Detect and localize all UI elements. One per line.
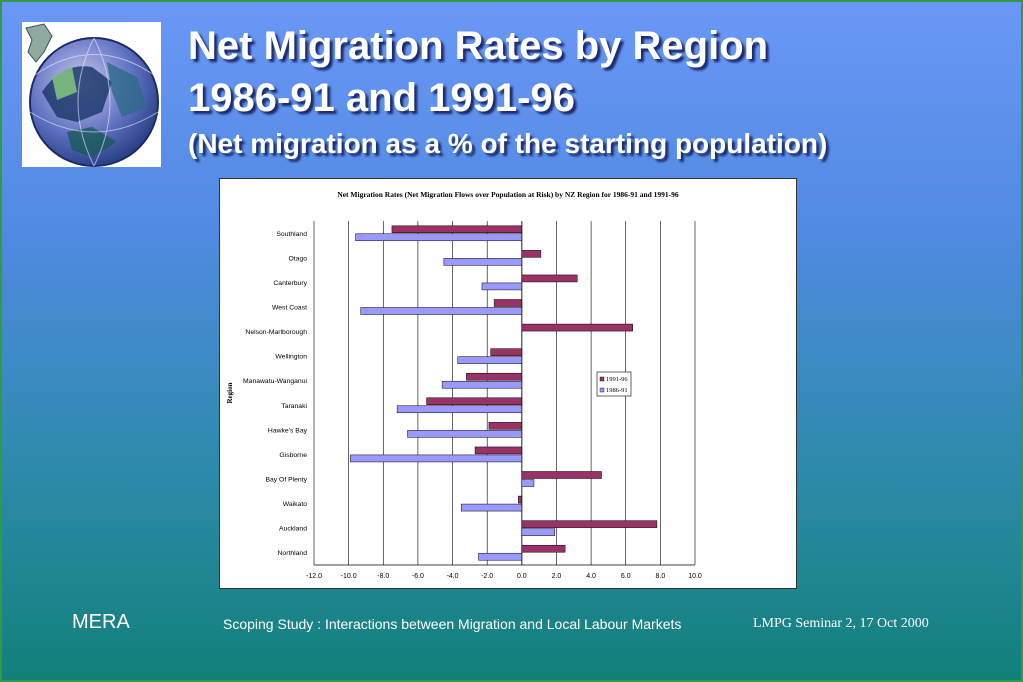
category-label: Southland <box>276 231 307 238</box>
bar-1986-91-taranaki <box>396 405 523 414</box>
bar-1986-91-west-coast <box>360 307 523 315</box>
category-label: Waikato <box>283 501 308 508</box>
category-label: Nelson-Marlborough <box>245 329 307 336</box>
bar-1991-96-canterbury <box>521 274 578 283</box>
bar-1991-96-bay-of-plenty <box>521 471 602 479</box>
chart-title: Net Migration Rates (Net Migration Flows… <box>337 190 679 199</box>
x-tick-label: -2.0 <box>481 573 493 580</box>
bar-chart: Net Migration Rates (Net Migration Flows… <box>226 190 702 580</box>
bar-1991-96-otago <box>521 250 542 258</box>
bar-1991-96-auckland <box>521 520 658 528</box>
footer-seminar-info: LMPG Seminar 2, 17 Oct 2000 <box>753 616 929 631</box>
bar-1991-96-southland <box>391 225 523 234</box>
category-label: West Coast <box>272 305 307 312</box>
category-label: Canterbury <box>273 280 307 287</box>
slide-title: Net Migration Rates by Region 1986-91 an… <box>188 20 827 164</box>
globe-logo <box>22 22 161 167</box>
bar-1986-91-northland <box>478 552 523 561</box>
category-label: Wellington <box>275 354 307 361</box>
footer-mera: MERA <box>72 611 130 633</box>
footer-study-title: Scoping Study : Interactions between Mig… <box>223 616 682 632</box>
chart-legend: 1991-96 1986-91 <box>596 371 632 397</box>
chart-panel: Net Migration Rates (Net Migration Flows… <box>219 178 797 589</box>
x-tick-label: 6.0 <box>621 573 631 580</box>
x-tick-label: -10.0 <box>341 573 357 580</box>
legend-box <box>596 371 632 397</box>
bar-1986-91-wellington <box>457 356 523 364</box>
bar-1986-91-bay-of-plenty <box>521 479 535 487</box>
bar-1986-91-auckland <box>521 528 555 536</box>
bar-1986-91-otago <box>443 258 523 266</box>
x-tick-label: -12.0 <box>306 573 322 580</box>
bar-1991-96-northland <box>521 544 566 553</box>
x-tick-label: 0.0 <box>517 573 527 580</box>
bar-1991-96-hawke-s-bay <box>488 422 523 430</box>
bar-1986-91-hawke-s-bay <box>407 430 523 438</box>
y-axis-label: Region <box>226 382 234 403</box>
bar-1991-96-gisborne <box>474 446 523 455</box>
bar-1991-96-wellington <box>490 348 523 356</box>
title-line-1: Net Migration Rates by Region <box>188 24 769 68</box>
category-label: Otago <box>288 255 307 262</box>
legend-entry: 1986-91 <box>606 387 628 394</box>
bar-1991-96-manawatu-wanganui <box>466 372 523 381</box>
x-tick-label: 10.0 <box>688 573 702 580</box>
category-label: Auckland <box>279 526 307 533</box>
bar-1991-96-taranaki <box>426 397 523 406</box>
x-tick-label: -8.0 <box>377 573 389 580</box>
title-line-3: (Net migration as a % of the starting po… <box>188 128 828 159</box>
legend-entry: 1991-96 <box>606 376 628 383</box>
bar-1986-91-southland <box>355 233 523 242</box>
category-label: Gisborne <box>279 452 307 459</box>
bar-1986-91-waikato <box>460 503 523 512</box>
x-tick-label: -4.0 <box>447 573 459 580</box>
legend-swatch <box>599 387 605 393</box>
bar-1991-96-west-coast <box>493 299 523 307</box>
x-tick-label: -6.0 <box>412 573 424 580</box>
bar-1986-91-canterbury <box>481 282 523 291</box>
legend-swatch <box>599 376 605 382</box>
x-tick-label: 8.0 <box>655 573 665 580</box>
x-tick-label: 2.0 <box>552 573 562 580</box>
bar-1986-91-gisborne <box>350 454 523 463</box>
category-label: Hawke's Bay <box>268 427 308 434</box>
title-line-2: 1986-91 and 1991-96 <box>188 76 575 120</box>
bar-1991-96-nelson-marlborough <box>521 323 633 332</box>
category-label: Manawatu-Wanganui <box>243 378 307 385</box>
category-label: Northland <box>278 550 308 557</box>
category-label: Bay Of Plenty <box>265 477 307 484</box>
x-tick-label: 4.0 <box>586 573 596 580</box>
bar-1986-91-manawatu-wanganui <box>441 380 523 389</box>
category-label: Taranaki <box>281 403 307 410</box>
bar-1991-96-waikato <box>518 495 523 504</box>
